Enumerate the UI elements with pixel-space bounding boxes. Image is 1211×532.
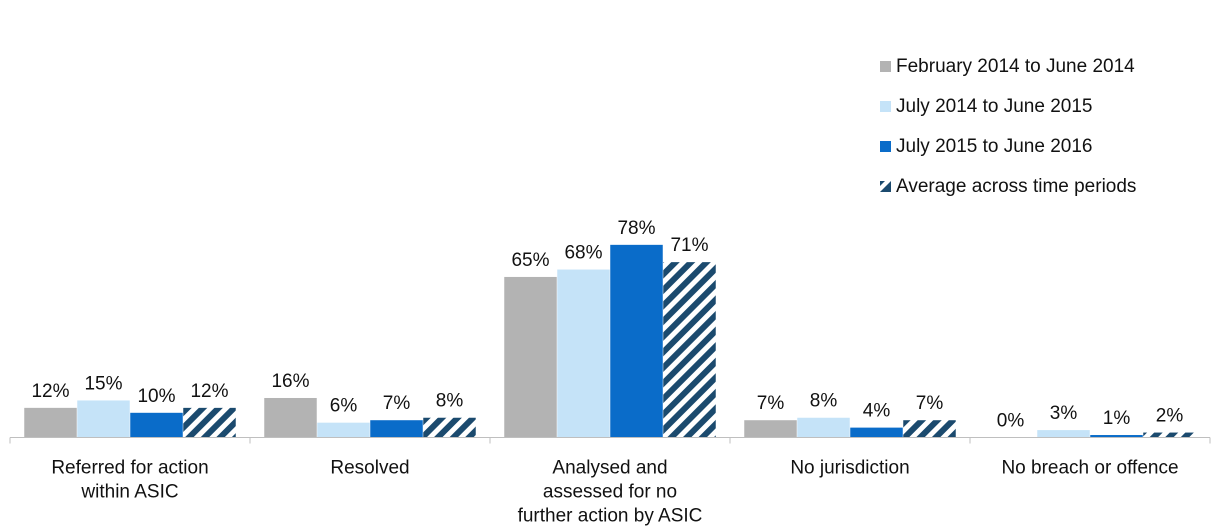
bar-average-across-time-periods-1: [423, 417, 476, 438]
bar-july-2014-to-june-2015-2: [557, 269, 610, 438]
data-label: 4%: [863, 401, 891, 422]
category-label: Referred for action within ASIC: [51, 458, 208, 503]
data-label: 0%: [997, 411, 1025, 432]
legend-swatch: [880, 181, 891, 192]
bar-february-2014-to-june-2014-0: [24, 407, 77, 438]
bar-average-across-time-periods-0: [183, 407, 236, 438]
bar-july-2015-to-june-2016-2: [610, 244, 663, 438]
legend-label: July 2015 to June 2016: [896, 136, 1093, 157]
data-label: 16%: [271, 371, 309, 392]
bar-july-2015-to-june-2016-1: [370, 420, 423, 438]
data-label: 65%: [511, 250, 549, 271]
legend-label: Average across time periods: [896, 176, 1136, 197]
bar-average-across-time-periods-4: [1143, 432, 1196, 438]
legend-swatch: [880, 61, 891, 72]
data-label: 68%: [564, 243, 602, 264]
bar-july-2014-to-june-2015-3: [797, 417, 850, 438]
bar-february-2014-to-june-2014-3: [744, 420, 797, 438]
bar-average-across-time-periods-3: [903, 420, 956, 438]
data-labels-layer: 12% 15% 10% 12% 16% 6% 7% 8% 65% 68% 78% 71% 7% 8% 4% 7…: [31, 218, 1183, 432]
bar-july-2014-to-june-2015-0: [77, 400, 130, 438]
category-label: Resolved: [330, 458, 409, 479]
data-label: 1%: [1103, 408, 1131, 429]
data-label: 7%: [757, 393, 785, 414]
legend-swatch: [880, 101, 891, 112]
category-labels-layer: Referred for action within ASIC Resolved An…: [51, 458, 1178, 527]
data-label: 71%: [670, 235, 708, 256]
bar-february-2014-to-june-2014-1: [264, 397, 317, 438]
data-label: 8%: [436, 391, 464, 412]
bars-layer: [24, 244, 1196, 438]
data-label: 8%: [810, 391, 838, 412]
legend: February 2014 to June 2014 July 2014 to J…: [880, 56, 1136, 197]
data-label: 78%: [617, 218, 655, 239]
bar-july-2014-to-june-2015-1: [317, 422, 370, 438]
bar-average-across-time-periods-2: [663, 262, 716, 438]
data-label: 15%: [84, 373, 122, 394]
data-label: 2%: [1156, 406, 1184, 427]
data-label: 7%: [383, 393, 411, 414]
category-label: No breach or offence: [1001, 458, 1178, 479]
category-label: Analysed and assessed for no further actio…: [518, 458, 703, 527]
legend-swatch-corner: [880, 181, 885, 186]
legend-label: February 2014 to June 2014: [896, 56, 1135, 77]
bar-july-2015-to-june-2016-4: [1090, 435, 1143, 438]
data-label: 10%: [137, 386, 175, 407]
category-label: No jurisdiction: [790, 458, 909, 479]
legend-label: July 2014 to June 2015: [896, 96, 1093, 117]
bar-july-2014-to-june-2015-4: [1037, 430, 1090, 438]
bar-july-2015-to-june-2016-3: [850, 427, 903, 438]
data-label: 3%: [1050, 403, 1078, 424]
bar-february-2014-to-june-2014-2: [504, 276, 557, 438]
data-label: 6%: [330, 396, 358, 417]
legend-swatch: [880, 141, 891, 152]
data-label: 12%: [190, 381, 228, 402]
bar-july-2015-to-june-2016-0: [130, 412, 183, 438]
x-axis-ticks: [9, 437, 1211, 444]
data-label: 7%: [916, 393, 944, 414]
data-label: 12%: [31, 381, 69, 402]
